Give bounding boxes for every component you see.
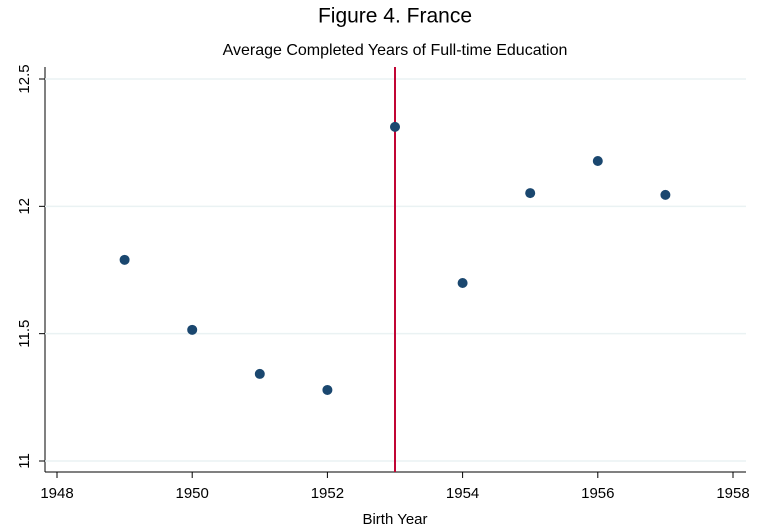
- x-tick-label: 1954: [446, 485, 479, 502]
- point: [390, 121, 400, 132]
- y-tick-label: 12.5: [16, 64, 33, 93]
- x-tick-label: 1958: [716, 485, 749, 502]
- chart-subtitle: Average Completed Years of Full-time Edu…: [223, 42, 568, 59]
- point: [119, 254, 130, 265]
- y-tick-label: 11: [16, 453, 33, 469]
- point: [660, 189, 671, 200]
- x-tick-label: 1952: [311, 485, 344, 502]
- point: [592, 156, 603, 167]
- x-tick-label: 1956: [581, 485, 614, 502]
- point: [254, 368, 265, 379]
- point: [457, 277, 468, 288]
- point: [322, 384, 333, 395]
- x-axis-label: Birth Year: [362, 511, 427, 528]
- point: [187, 324, 198, 335]
- y-tick-label: 11.5: [16, 320, 33, 348]
- y-tick-label: 12: [16, 198, 33, 215]
- x-tick-label: 1948: [40, 485, 73, 502]
- point: [525, 188, 536, 199]
- x-tick-label: 1950: [176, 485, 209, 502]
- chart-title: Figure 4. France: [318, 5, 472, 28]
